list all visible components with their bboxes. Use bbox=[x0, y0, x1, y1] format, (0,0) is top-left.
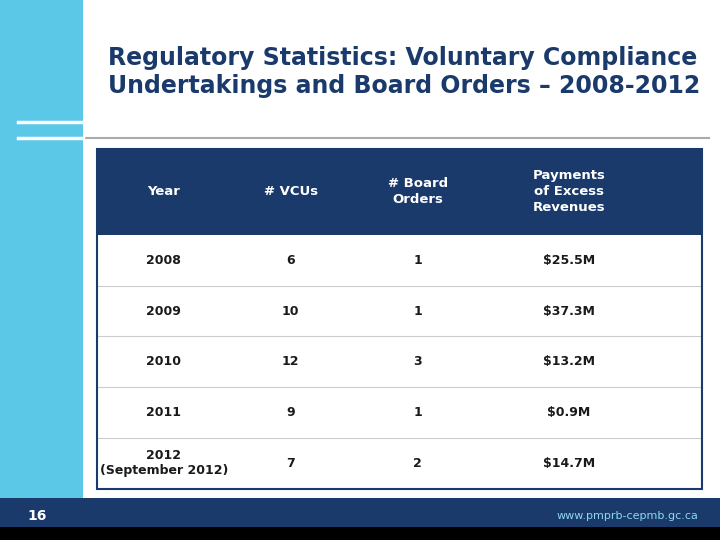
FancyBboxPatch shape bbox=[97, 235, 702, 286]
Text: 10: 10 bbox=[282, 305, 300, 318]
Text: Regulatory Statistics: Voluntary Compliance
Undertakings and Board Orders – 2008: Regulatory Statistics: Voluntary Complia… bbox=[108, 46, 701, 98]
Text: 2009: 2009 bbox=[146, 305, 181, 318]
Text: 2012
(September 2012): 2012 (September 2012) bbox=[99, 449, 228, 477]
Text: 2008: 2008 bbox=[146, 254, 181, 267]
Text: 6: 6 bbox=[287, 254, 295, 267]
Text: www.pmprb-cepmb.gc.ca: www.pmprb-cepmb.gc.ca bbox=[557, 511, 698, 521]
Text: 3: 3 bbox=[413, 355, 422, 368]
FancyBboxPatch shape bbox=[97, 336, 702, 387]
Text: 9: 9 bbox=[287, 406, 295, 419]
Text: 1: 1 bbox=[413, 406, 422, 419]
Text: Year: Year bbox=[148, 185, 180, 198]
Text: 1: 1 bbox=[413, 305, 422, 318]
Text: 7: 7 bbox=[287, 457, 295, 470]
Text: 16: 16 bbox=[27, 509, 47, 523]
Text: 2011: 2011 bbox=[146, 406, 181, 419]
FancyBboxPatch shape bbox=[0, 498, 720, 528]
Text: # VCUs: # VCUs bbox=[264, 185, 318, 198]
FancyBboxPatch shape bbox=[97, 387, 702, 438]
Text: $37.3M: $37.3M bbox=[543, 305, 595, 318]
Text: Payments
of Excess
Revenues: Payments of Excess Revenues bbox=[533, 169, 606, 214]
Text: $14.7M: $14.7M bbox=[543, 457, 595, 470]
Text: $0.9M: $0.9M bbox=[547, 406, 590, 419]
Text: $13.2M: $13.2M bbox=[543, 355, 595, 368]
FancyBboxPatch shape bbox=[83, 0, 720, 505]
FancyBboxPatch shape bbox=[97, 148, 702, 235]
FancyBboxPatch shape bbox=[0, 0, 83, 505]
Text: 1: 1 bbox=[413, 254, 422, 267]
FancyBboxPatch shape bbox=[0, 527, 720, 540]
Text: 12: 12 bbox=[282, 355, 300, 368]
Text: # Board
Orders: # Board Orders bbox=[387, 177, 448, 206]
Text: 2: 2 bbox=[413, 457, 422, 470]
Text: 2010: 2010 bbox=[146, 355, 181, 368]
FancyBboxPatch shape bbox=[97, 286, 702, 336]
Text: $25.5M: $25.5M bbox=[543, 254, 595, 267]
FancyBboxPatch shape bbox=[97, 438, 702, 489]
